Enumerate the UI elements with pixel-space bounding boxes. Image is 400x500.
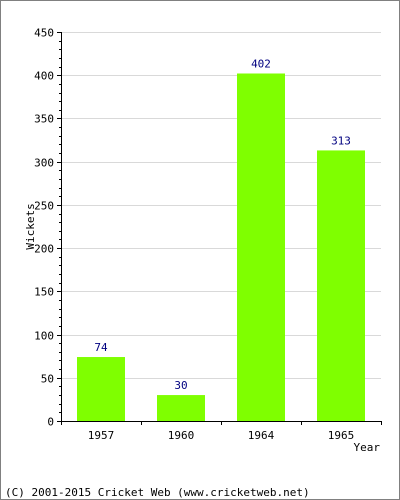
bar-1960 — [157, 395, 205, 421]
y-tick-label: 250 — [34, 200, 54, 213]
bar-1964 — [237, 73, 285, 421]
y-axis-ticks: 0 50 100 150 200 250 300 350 400 450 — [34, 27, 61, 429]
y-tick-label: 50 — [41, 373, 54, 386]
y-tick-label: 300 — [34, 157, 54, 170]
x-tick-label: 1964 — [248, 429, 275, 442]
bar-1965 — [317, 150, 365, 421]
x-tick-label: 1957 — [88, 429, 115, 442]
bars — [77, 73, 365, 421]
x-axis-title: Year — [354, 441, 381, 454]
bar-1957 — [77, 357, 125, 421]
grid-lines — [61, 32, 381, 379]
data-label-1960: 30 — [174, 379, 187, 392]
y-tick-label: 200 — [34, 243, 54, 256]
data-label-1964: 402 — [251, 57, 271, 70]
copyright-text: (C) 2001-2015 Cricket Web (www.cricketwe… — [5, 486, 310, 499]
x-tick-label: 1960 — [168, 429, 195, 442]
y-tick-label: 450 — [34, 27, 54, 40]
y-axis-title: Wickets — [24, 203, 37, 249]
data-label-1957: 74 — [94, 341, 108, 354]
y-tick-label: 100 — [34, 330, 54, 343]
y-tick-label: 350 — [34, 113, 54, 126]
data-label-1965: 313 — [331, 134, 351, 147]
x-axis-ticks: 1957 1960 1964 1965 — [88, 421, 382, 442]
x-tick-label: 1965 — [328, 429, 355, 442]
y-tick-label: 0 — [47, 416, 54, 429]
data-labels: 74 30 402 313 — [94, 57, 351, 392]
y-tick-label: 400 — [34, 70, 54, 83]
y-tick-label: 150 — [34, 286, 54, 299]
